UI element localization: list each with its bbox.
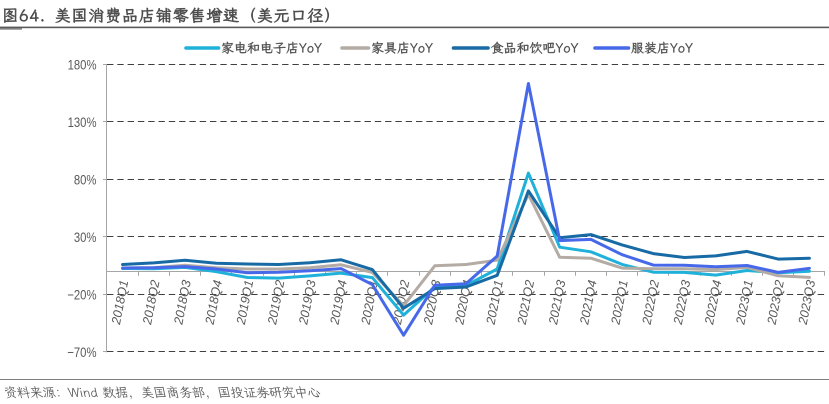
svg-text:−70%: −70% (67, 345, 96, 360)
svg-text:−20%: −20% (67, 288, 96, 303)
svg-text:130%: 130% (68, 115, 97, 130)
svg-text:80%: 80% (74, 173, 97, 188)
svg-text:180%: 180% (68, 58, 97, 73)
svg-text:30%: 30% (74, 230, 97, 245)
